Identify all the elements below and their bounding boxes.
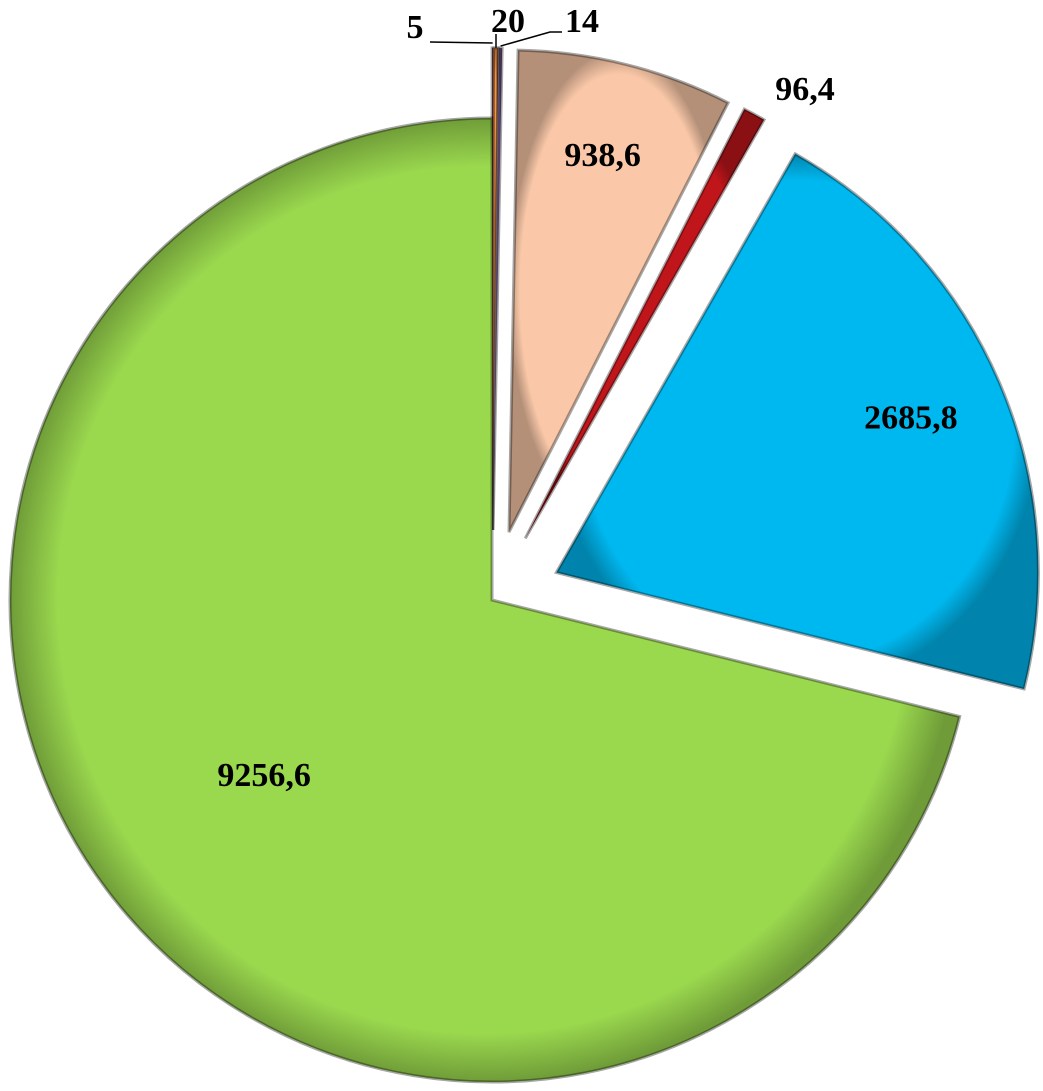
slices bbox=[8, 46, 1040, 1084]
data-label: 20 bbox=[491, 3, 525, 40]
data-label: 938,6 bbox=[564, 137, 641, 174]
leader-line bbox=[429, 41, 493, 44]
data-label: 96,4 bbox=[775, 71, 835, 108]
leader-line bbox=[500, 31, 562, 47]
data-label: 2685,8 bbox=[864, 400, 958, 437]
data-label: 14 bbox=[565, 3, 599, 40]
labels: 5 20 14 938,6 96,4 2685,8 9256,6 bbox=[217, 3, 957, 794]
data-label: 9256,6 bbox=[217, 757, 311, 794]
data-label: 5 bbox=[407, 9, 424, 46]
